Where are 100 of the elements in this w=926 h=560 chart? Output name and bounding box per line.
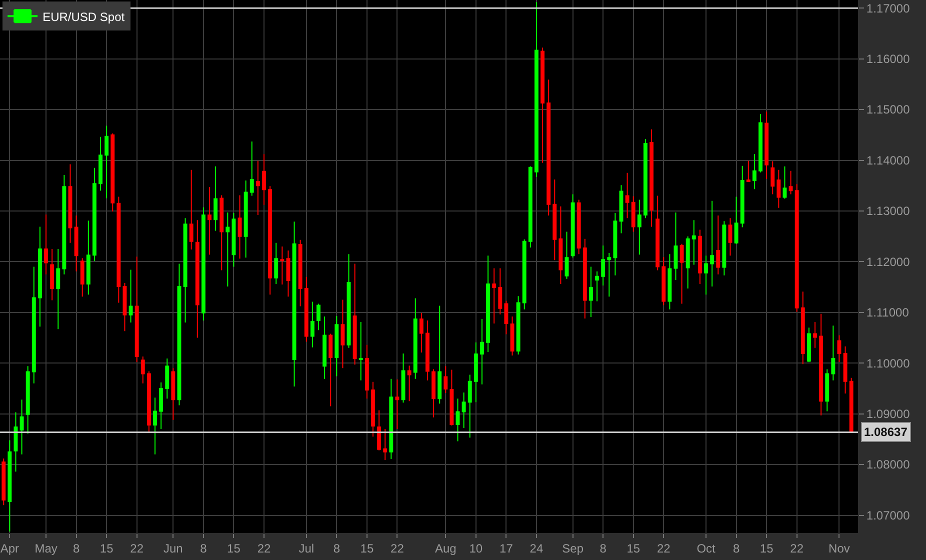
x-tick-label: 8 xyxy=(732,541,740,556)
candlestick xyxy=(310,301,314,348)
candlestick xyxy=(389,378,394,460)
candlestick xyxy=(322,316,327,380)
candlestick xyxy=(806,327,811,363)
x-tick-label: 22 xyxy=(130,541,144,556)
candlestick xyxy=(2,458,6,506)
candlestick xyxy=(674,212,678,280)
candlestick xyxy=(177,263,182,406)
candlestick xyxy=(656,195,660,271)
candlestick xyxy=(613,212,618,276)
candlestick xyxy=(456,398,460,442)
candlestick xyxy=(38,226,42,328)
candlestick xyxy=(183,218,188,324)
candlestick xyxy=(140,356,145,384)
x-tick-label: 22 xyxy=(790,541,804,556)
candlestick xyxy=(316,303,320,331)
candlestick xyxy=(328,333,333,407)
candlestick xyxy=(232,212,236,268)
candlestick xyxy=(831,325,836,381)
candlestick xyxy=(280,246,284,285)
candlestick xyxy=(244,180,248,258)
candlestick xyxy=(195,220,200,338)
candlestick xyxy=(631,196,636,232)
y-tick-label: 1.10000 xyxy=(866,356,910,370)
x-tick-label: Jul xyxy=(298,541,314,556)
candlestick xyxy=(686,236,690,290)
candlestick xyxy=(516,296,520,355)
candlestick xyxy=(710,200,714,288)
candlestick xyxy=(758,114,762,173)
candlestick xyxy=(468,374,472,438)
candlestick xyxy=(552,179,557,261)
x-tick-label: 24 xyxy=(530,541,544,556)
candlestick xyxy=(274,242,278,284)
candlestick xyxy=(32,266,36,384)
candlestick xyxy=(680,243,684,304)
candlestick xyxy=(504,300,508,335)
candlestick xyxy=(214,166,218,232)
x-tick-label: 22 xyxy=(656,541,671,556)
y-tick-label: 1.12000 xyxy=(866,254,910,269)
candlestick xyxy=(165,358,170,400)
candlestick xyxy=(722,220,726,276)
candlestick xyxy=(407,365,412,402)
candlestick xyxy=(352,263,357,366)
candlestick xyxy=(159,382,164,430)
candlestick xyxy=(250,140,254,196)
y-tick-label: 1.08000 xyxy=(866,458,910,472)
x-tick-label: 10 xyxy=(469,541,483,556)
candlestick xyxy=(401,352,406,404)
candlestick xyxy=(498,268,502,315)
candlestick xyxy=(534,2,538,178)
y-tick-label: 1.15000 xyxy=(866,102,910,117)
candlestick xyxy=(98,136,102,192)
candlestick xyxy=(201,206,206,322)
candlestick xyxy=(334,315,339,377)
candlestick xyxy=(426,320,430,381)
candlestick xyxy=(643,138,648,219)
candlestick xyxy=(849,377,854,433)
x-tick-label: Jun xyxy=(163,541,183,556)
candlestick xyxy=(734,196,738,244)
candlestick xyxy=(268,186,272,296)
candlestick xyxy=(74,215,78,272)
candlestick xyxy=(44,214,48,275)
candlestick xyxy=(377,410,382,451)
y-tick-label: 1.11000 xyxy=(866,306,910,320)
candlestick xyxy=(346,254,351,348)
candlestick xyxy=(134,256,139,363)
candlestick xyxy=(383,428,388,460)
candlestick xyxy=(171,368,176,420)
y-tick-label: 1.09000 xyxy=(866,407,910,422)
x-tick-label: Aug xyxy=(434,541,456,556)
candlestick xyxy=(607,252,612,298)
candlestick xyxy=(728,218,732,256)
x-tick-label: 15 xyxy=(760,541,774,556)
candlestick xyxy=(50,248,54,301)
x-tick-label: Oct xyxy=(696,541,716,556)
candlestick xyxy=(340,299,345,369)
candlestick xyxy=(704,255,708,296)
candlestick xyxy=(146,370,151,432)
candlestick xyxy=(662,256,666,306)
candlestick xyxy=(637,199,642,256)
candlestick xyxy=(220,194,224,271)
candlestick xyxy=(395,378,400,430)
candlestick xyxy=(256,160,260,216)
candlestick xyxy=(8,440,12,532)
candlestick xyxy=(153,397,157,455)
candlestick xyxy=(128,269,133,324)
x-tick-label: 22 xyxy=(390,541,404,556)
candlestick xyxy=(122,282,127,332)
candlestick xyxy=(304,276,308,342)
y-tick-label: 1.16000 xyxy=(866,52,910,66)
candlestick xyxy=(650,128,654,228)
x-tick-label: 15 xyxy=(100,541,114,556)
x-tick-label: 8 xyxy=(200,541,208,556)
candlestick xyxy=(364,344,369,400)
candlestick xyxy=(752,154,756,190)
candlestick xyxy=(432,368,436,418)
candlestick xyxy=(601,244,606,286)
candlestick xyxy=(746,160,750,182)
candlestick xyxy=(480,318,484,385)
